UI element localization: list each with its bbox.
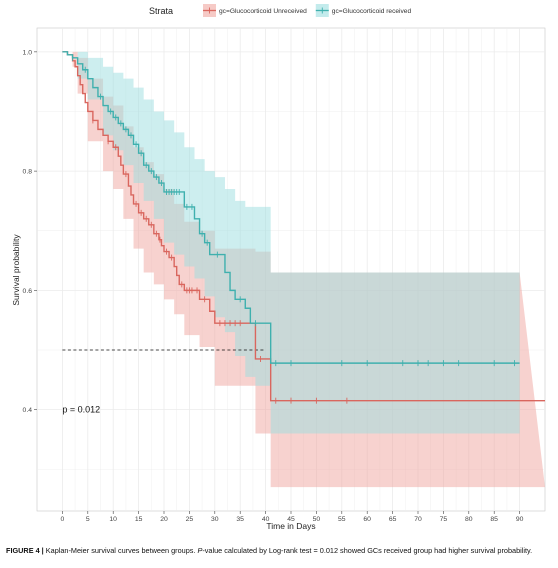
y-tick-label: 0.4 xyxy=(23,407,33,414)
survival-curve-unreceived xyxy=(62,51,545,402)
x-axis-label: Time in Days xyxy=(266,521,315,531)
y-axis-label: Survival probability xyxy=(11,234,21,306)
x-tick-label: 20 xyxy=(160,516,168,523)
caption-p-symbol: P xyxy=(197,546,203,555)
x-axis-ticks: 0 5 10 15 20 25 30 35 40 45 50 55 60 65 70 75 80 85 90 xyxy=(61,511,524,523)
figure-caption: FIGURE 4 | Kaplan-Meier survival curves … xyxy=(6,546,554,556)
x-tick-label: 85 xyxy=(490,516,498,523)
x-tick-label: 45 xyxy=(287,516,295,523)
legend: Strata gc=Glucocorticoid Unreceived gc=Gl… xyxy=(149,4,411,17)
figure-label: FIGURE 4 | xyxy=(6,546,44,555)
survival-curves xyxy=(62,51,545,402)
p-value-annotation: p = 0.012 xyxy=(62,405,100,415)
x-tick-label: 30 xyxy=(211,516,219,523)
x-tick-label: 0 xyxy=(61,516,65,523)
x-tick-label: 75 xyxy=(440,516,448,523)
legend-title: Strata xyxy=(149,6,173,16)
ci-band-received xyxy=(62,51,520,434)
x-tick-label: 55 xyxy=(338,516,346,523)
x-tick-label: 70 xyxy=(414,516,422,523)
y-tick-label: 1.0 xyxy=(23,49,33,56)
survival-curve-received xyxy=(62,51,520,364)
caption-text-2: -value calculated by Log-rank test = 0.0… xyxy=(202,546,533,555)
y-tick-label: 0.8 xyxy=(23,169,33,176)
confidence-bands xyxy=(62,51,546,488)
legend-label: gc=Glucocorticoid received xyxy=(332,8,412,15)
x-tick-label: 65 xyxy=(389,516,397,523)
x-tick-label: 5 xyxy=(86,516,90,523)
x-tick-label: 80 xyxy=(465,516,473,523)
x-tick-label: 10 xyxy=(109,516,117,523)
legend-label: gc=Glucocorticoid Unreceived xyxy=(219,8,307,15)
caption-text-1: Kaplan-Meier survival curves between gro… xyxy=(45,546,196,555)
censor-marks xyxy=(72,54,515,404)
x-tick-label: 15 xyxy=(135,516,143,523)
y-tick-label: 0.6 xyxy=(23,288,33,295)
y-axis-ticks: 0.4 0.6 0.8 1.0 xyxy=(23,49,37,414)
legend-item-received: gc=Glucocorticoid received xyxy=(315,4,412,17)
legend-item-unreceived: gc=Glucocorticoid Unreceived xyxy=(203,4,307,17)
km-survival-chart: Strata gc=Glucocorticoid Unreceived gc=Gl… xyxy=(11,4,546,531)
x-tick-label: 25 xyxy=(186,516,194,523)
x-tick-label: 50 xyxy=(313,516,321,523)
x-tick-label: 60 xyxy=(363,516,371,523)
x-tick-label: 90 xyxy=(516,516,524,523)
x-tick-label: 40 xyxy=(262,516,270,523)
x-tick-label: 35 xyxy=(236,516,244,523)
